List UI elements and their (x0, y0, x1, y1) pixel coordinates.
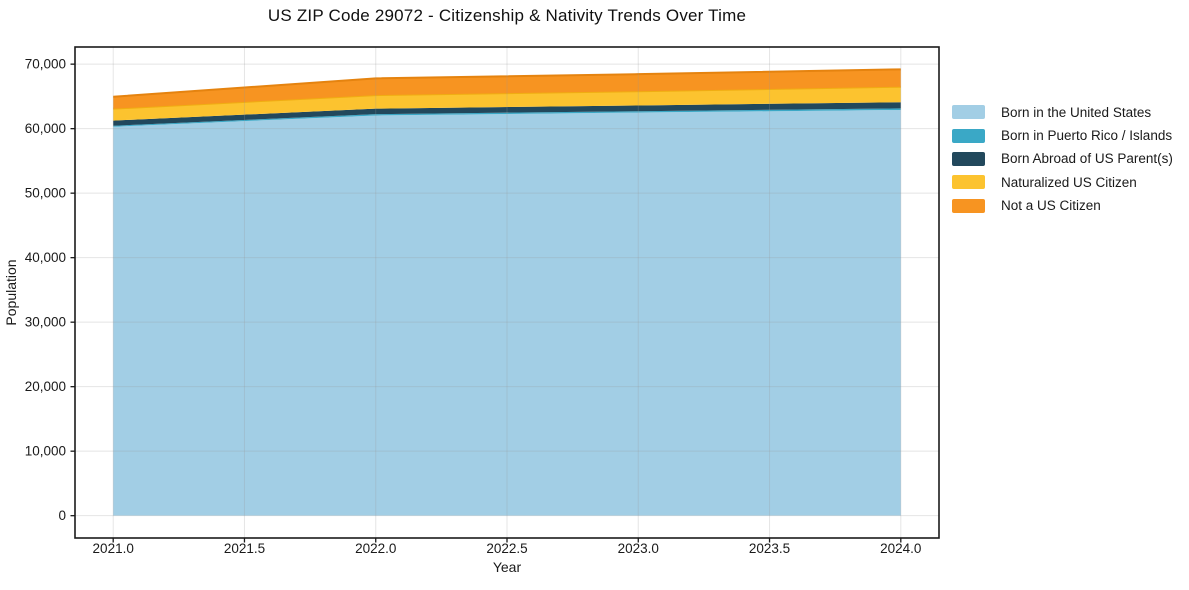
y-tick-label: 60,000 (25, 121, 66, 136)
x-tick-label: 2023.5 (749, 541, 790, 556)
x-axis-label: Year (493, 559, 522, 575)
legend-item-0: Born in the United States (952, 104, 1173, 120)
area-series-1 (113, 108, 901, 127)
legend-swatch-icon (952, 175, 985, 190)
legend-swatch-icon (952, 128, 985, 143)
legend-label: Born Abroad of US Parent(s) (1001, 151, 1173, 167)
legend-swatch-icon (952, 151, 985, 166)
legend-label: Not a US Citizen (1001, 198, 1101, 214)
y-tick-label: 70,000 (25, 57, 66, 72)
x-tick-label: 2021.5 (224, 541, 265, 556)
legend-swatch-icon (952, 105, 985, 120)
area-series-3 (113, 86, 901, 121)
y-tick-label: 0 (58, 508, 66, 523)
y-tick-label: 20,000 (25, 379, 66, 394)
x-tick-label: 2021.0 (93, 541, 134, 556)
x-tick-label: 2022.5 (486, 541, 527, 556)
x-tick-label: 2024.0 (880, 541, 921, 556)
chart-title: US ZIP Code 29072 - Citizenship & Nativi… (267, 6, 747, 25)
x-tick-label: 2022.0 (355, 541, 396, 556)
area-series-2 (113, 102, 901, 126)
chart-legend: Born in the United States Born in Puerto … (952, 105, 1173, 213)
legend-item-3: Naturalized US Citizen (952, 174, 1173, 190)
legend-item-1: Born in Puerto Rico / Islands (952, 128, 1173, 144)
legend-label: Naturalized US Citizen (1001, 174, 1137, 190)
y-tick-label: 40,000 (25, 250, 66, 265)
x-tick-label: 2023.0 (618, 541, 659, 556)
legend-item-2: Born Abroad of US Parent(s) (952, 151, 1173, 167)
y-tick-label: 30,000 (25, 315, 66, 330)
area-series-0 (113, 109, 901, 516)
legend-label: Born in Puerto Rico / Islands (1001, 128, 1173, 144)
y-tick-label: 50,000 (25, 186, 66, 201)
area-series-4 (113, 69, 901, 109)
legend-swatch-icon (952, 198, 985, 213)
legend-label: Born in the United States (1001, 104, 1152, 120)
y-axis-label: Population (3, 259, 19, 325)
legend-item-4: Not a US Citizen (952, 198, 1173, 214)
area-edge-4 (113, 68, 901, 98)
y-tick-label: 10,000 (25, 444, 66, 459)
